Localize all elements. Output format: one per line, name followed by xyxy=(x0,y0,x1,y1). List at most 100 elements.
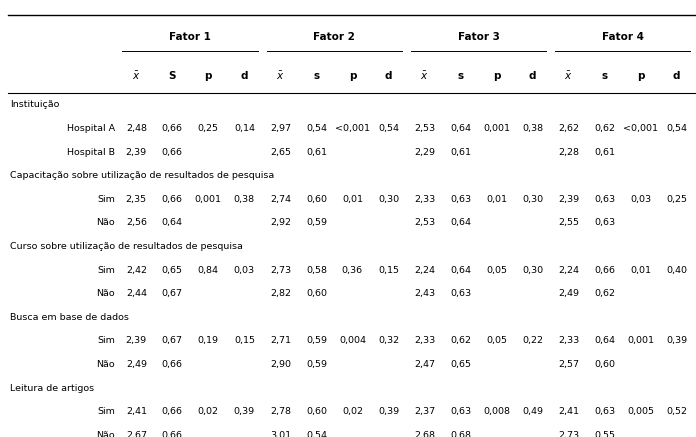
Text: p: p xyxy=(493,71,500,80)
Text: 0,39: 0,39 xyxy=(378,407,399,416)
Text: Capacitação sobre utilização de resultados de pesquisa: Capacitação sobre utilização de resultad… xyxy=(10,171,275,180)
Text: 2,53: 2,53 xyxy=(414,124,435,133)
Text: Curso sobre utilização de resultados de pesquisa: Curso sobre utilização de resultados de … xyxy=(10,242,244,251)
Text: 0,38: 0,38 xyxy=(234,195,255,204)
Text: 2,49: 2,49 xyxy=(558,289,579,298)
Text: S: S xyxy=(168,71,176,80)
Text: 2,37: 2,37 xyxy=(414,407,435,416)
Text: 2,47: 2,47 xyxy=(414,360,435,369)
Text: 0,32: 0,32 xyxy=(378,336,399,345)
Text: 0,49: 0,49 xyxy=(522,407,543,416)
Text: 0,67: 0,67 xyxy=(162,336,183,345)
Text: 0,001: 0,001 xyxy=(483,124,510,133)
Text: 0,39: 0,39 xyxy=(666,336,687,345)
Text: Sim: Sim xyxy=(97,266,115,274)
Text: 0,14: 0,14 xyxy=(234,124,255,133)
Text: 0,61: 0,61 xyxy=(594,148,615,156)
Text: Não: Não xyxy=(96,289,115,298)
Text: 0,54: 0,54 xyxy=(378,124,399,133)
Text: d: d xyxy=(385,71,393,80)
Text: 0,63: 0,63 xyxy=(594,407,615,416)
Text: 2,33: 2,33 xyxy=(414,336,435,345)
Text: 0,02: 0,02 xyxy=(198,407,219,416)
Text: 0,65: 0,65 xyxy=(162,266,183,274)
Text: 0,03: 0,03 xyxy=(630,195,651,204)
Text: 2,71: 2,71 xyxy=(270,336,291,345)
Text: 0,66: 0,66 xyxy=(162,124,183,133)
Text: 2,24: 2,24 xyxy=(558,266,579,274)
Text: 0,25: 0,25 xyxy=(666,195,687,204)
Text: Sim: Sim xyxy=(97,336,115,345)
Text: 0,60: 0,60 xyxy=(306,195,327,204)
Text: 2,39: 2,39 xyxy=(126,336,147,345)
Text: 0,01: 0,01 xyxy=(486,195,507,204)
Text: 0,39: 0,39 xyxy=(234,407,255,416)
Text: 0,59: 0,59 xyxy=(306,360,327,369)
Text: 0,68: 0,68 xyxy=(450,431,471,437)
Text: 2,97: 2,97 xyxy=(270,124,291,133)
Text: 0,004: 0,004 xyxy=(339,336,366,345)
Text: 0,54: 0,54 xyxy=(666,124,687,133)
Text: 0,59: 0,59 xyxy=(306,218,327,227)
Text: 0,61: 0,61 xyxy=(306,148,327,156)
Text: 0,67: 0,67 xyxy=(162,289,183,298)
Text: $\bar{x}$: $\bar{x}$ xyxy=(132,69,141,82)
Text: 2,53: 2,53 xyxy=(414,218,435,227)
Text: <0,001: <0,001 xyxy=(623,124,658,133)
Text: 0,60: 0,60 xyxy=(306,289,327,298)
Text: 0,64: 0,64 xyxy=(594,336,615,345)
Text: 0,60: 0,60 xyxy=(306,407,327,416)
Text: 2,73: 2,73 xyxy=(270,266,291,274)
Text: 0,64: 0,64 xyxy=(450,266,471,274)
Text: 2,68: 2,68 xyxy=(414,431,435,437)
Text: 2,29: 2,29 xyxy=(414,148,435,156)
Text: 0,30: 0,30 xyxy=(522,266,543,274)
Text: $\bar{x}$: $\bar{x}$ xyxy=(420,69,429,82)
Text: 0,54: 0,54 xyxy=(306,431,327,437)
Text: 2,43: 2,43 xyxy=(414,289,435,298)
Text: 0,65: 0,65 xyxy=(450,360,471,369)
Text: 0,40: 0,40 xyxy=(666,266,687,274)
Text: Fator 3: Fator 3 xyxy=(457,32,500,42)
Text: s: s xyxy=(313,71,319,80)
Text: Não: Não xyxy=(96,360,115,369)
Text: 0,63: 0,63 xyxy=(450,289,471,298)
Text: 2,65: 2,65 xyxy=(270,148,291,156)
Text: 0,63: 0,63 xyxy=(450,407,471,416)
Text: 0,15: 0,15 xyxy=(234,336,255,345)
Text: 0,25: 0,25 xyxy=(198,124,219,133)
Text: 0,01: 0,01 xyxy=(342,195,363,204)
Text: 2,67: 2,67 xyxy=(126,431,147,437)
Text: 0,05: 0,05 xyxy=(486,336,507,345)
Text: 2,41: 2,41 xyxy=(126,407,147,416)
Text: 0,66: 0,66 xyxy=(594,266,615,274)
Text: 0,15: 0,15 xyxy=(378,266,399,274)
Text: p: p xyxy=(349,71,356,80)
Text: 2,28: 2,28 xyxy=(558,148,579,156)
Text: 0,38: 0,38 xyxy=(522,124,543,133)
Text: s: s xyxy=(601,71,608,80)
Text: 0,52: 0,52 xyxy=(666,407,687,416)
Text: 2,92: 2,92 xyxy=(270,218,291,227)
Text: 0,03: 0,03 xyxy=(234,266,255,274)
Text: 2,56: 2,56 xyxy=(126,218,147,227)
Text: <0,001: <0,001 xyxy=(335,124,370,133)
Text: p: p xyxy=(637,71,644,80)
Text: 0,30: 0,30 xyxy=(522,195,543,204)
Text: Não: Não xyxy=(96,431,115,437)
Text: Instituição: Instituição xyxy=(10,101,60,109)
Text: 0,58: 0,58 xyxy=(306,266,327,274)
Text: 0,61: 0,61 xyxy=(450,148,471,156)
Text: 0,64: 0,64 xyxy=(450,218,471,227)
Text: 2,44: 2,44 xyxy=(126,289,147,298)
Text: 0,66: 0,66 xyxy=(162,407,183,416)
Text: Hospital A: Hospital A xyxy=(67,124,115,133)
Text: 0,54: 0,54 xyxy=(306,124,327,133)
Text: 0,66: 0,66 xyxy=(162,360,183,369)
Text: 2,49: 2,49 xyxy=(126,360,147,369)
Text: s: s xyxy=(457,71,464,80)
Text: 2,42: 2,42 xyxy=(126,266,147,274)
Text: 0,005: 0,005 xyxy=(627,407,654,416)
Text: 2,57: 2,57 xyxy=(558,360,579,369)
Text: 0,60: 0,60 xyxy=(594,360,615,369)
